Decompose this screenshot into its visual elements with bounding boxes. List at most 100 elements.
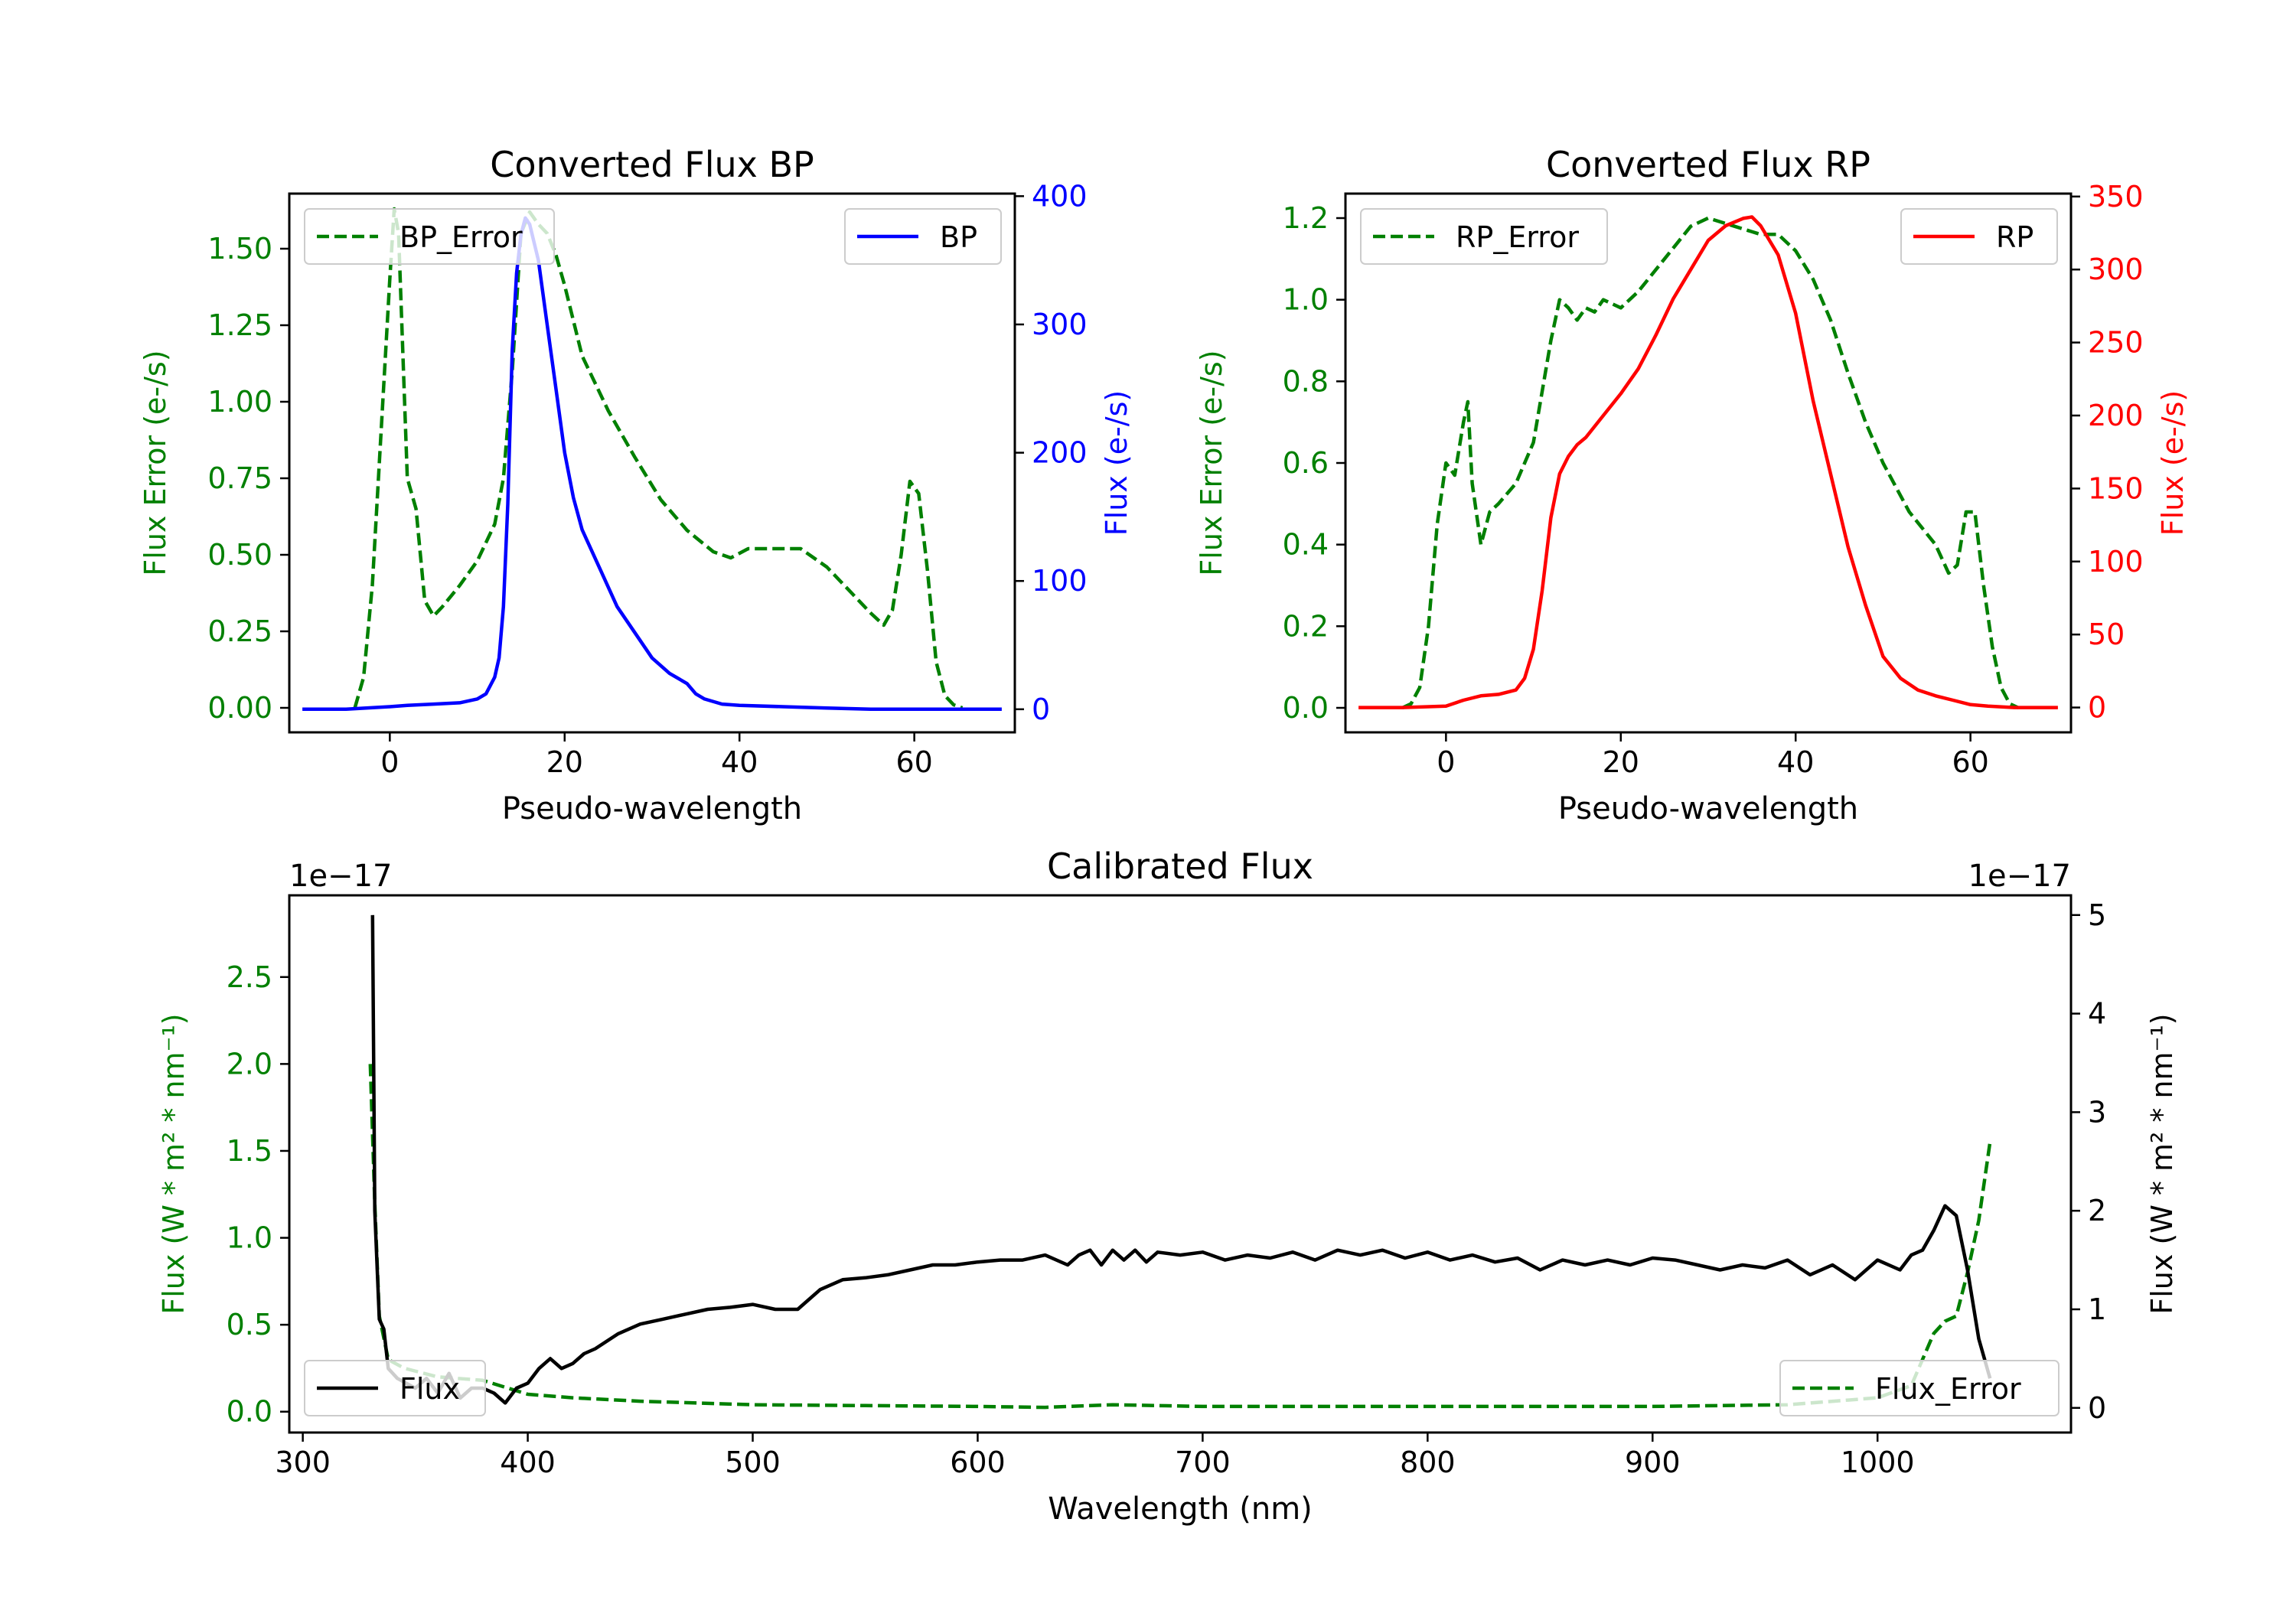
chart-1: 0 20 40 60 0.00 0.25 0.50 0.75 1.00 1.25 1.50 0 100 2…	[139, 144, 1133, 826]
x-tick-label: 60	[895, 745, 932, 779]
y-right-axis-label: Flux (e-/s)	[1100, 390, 1133, 536]
x-tick-label: 0	[1437, 745, 1455, 779]
y-right-tick-label: 200	[1032, 436, 1088, 470]
y-left-tick-label: 0.0	[227, 1395, 272, 1429]
y-left-tick-label: 1.5	[227, 1134, 272, 1168]
legend-box	[304, 208, 555, 265]
y-left-tick-label: 1.0	[1283, 283, 1329, 317]
x-tick-label: 700	[1175, 1446, 1231, 1479]
y-left-tick-label: 0.75	[207, 461, 272, 495]
y-left-tick-label: 2.0	[227, 1047, 272, 1081]
y-right-tick-label: 150	[2088, 471, 2144, 505]
y-right-tick-label: 400	[1032, 179, 1088, 213]
y-left-tick-label: 0.6	[1283, 446, 1329, 480]
x-tick-label: 1000	[1841, 1446, 1915, 1479]
y-left-tick-label: 0.5	[227, 1308, 272, 1341]
y-right-tick-label: 100	[2088, 545, 2144, 579]
series-rp-line	[1358, 215, 2058, 709]
y-right-tick-label: 4	[2088, 997, 2106, 1031]
y-left-offset-label: 1e−17	[289, 859, 392, 894]
x-tick-label: 600	[950, 1446, 1006, 1479]
plot-area	[1358, 215, 2058, 710]
x-axis-label: Pseudo-wavelength	[1558, 791, 1858, 826]
legend-label: RP_Error	[1456, 220, 1579, 254]
y-right-tick-label: 50	[2088, 618, 2125, 651]
y-left-axis-label: Flux (W * m² * nm⁻¹)	[157, 1013, 191, 1314]
y-left-tick-label: 0.0	[1283, 691, 1329, 725]
plot-area	[302, 207, 1002, 712]
y-left-tick-label: 0.4	[1283, 528, 1329, 562]
x-tick-label: 0	[380, 745, 399, 779]
x-tick-label: 900	[1625, 1446, 1681, 1479]
y-left-tick-label: 1.2	[1283, 201, 1329, 235]
legend-label: BP_Error	[400, 220, 523, 254]
legend: BP_Error	[304, 208, 555, 265]
y-left-tick-label: 0.00	[207, 691, 272, 725]
legend-box	[1360, 208, 1608, 265]
legend-label: Flux_Error	[1875, 1372, 2021, 1406]
y-right-tick-label: 0	[1032, 693, 1050, 726]
x-tick-label: 800	[1400, 1446, 1456, 1479]
y-left-tick-label: 1.0	[227, 1221, 272, 1255]
chart-title: Converted Flux BP	[490, 144, 814, 185]
y-right-tick-label: 1	[2088, 1292, 2106, 1326]
y-left-tick-label: 0.50	[207, 538, 272, 572]
y-left-axis-label: Flux Error (e-/s)	[139, 350, 172, 575]
series-flux-error-line	[368, 1064, 1992, 1410]
x-axis-label: Pseudo-wavelength	[502, 791, 802, 826]
plot-area	[368, 914, 1992, 1410]
legend: BP	[844, 208, 1002, 265]
legend-box	[1779, 1360, 2060, 1416]
x-axis-label: Wavelength (nm)	[1048, 1491, 1313, 1527]
y-left-tick-label: 1.00	[207, 385, 272, 419]
y-right-axis-label: Flux (W * m² * nm⁻¹)	[2145, 1013, 2179, 1314]
legend-label: BP	[940, 220, 977, 254]
y-left-tick-label: 2.5	[227, 960, 272, 994]
plot-frame	[1344, 192, 2073, 734]
x-tick-label: 40	[721, 745, 758, 779]
series-bp-error-line	[353, 207, 964, 710]
legend-box	[1900, 208, 2058, 265]
x-tick-label: 40	[1777, 745, 1814, 779]
y-right-tick-label: 350	[2088, 180, 2144, 214]
chart-3: 300 400 500 600 700 800 900 1000 0.0 0.5 1.0 1.5 2.0…	[157, 846, 2179, 1527]
y-left-tick-label: 1.25	[207, 308, 272, 342]
legend: RP	[1900, 208, 2058, 265]
y-left-tick-label: 0.25	[207, 614, 272, 648]
y-right-tick-label: 300	[2088, 253, 2144, 286]
y-left-tick-label: 1.50	[207, 232, 272, 266]
y-left-tick-label: 0.2	[1283, 609, 1329, 643]
y-right-tick-label: 3	[2088, 1095, 2106, 1129]
y-left-tick-label: 0.8	[1283, 364, 1329, 398]
y-right-tick-label: 200	[2088, 399, 2144, 432]
legend-box	[844, 208, 1002, 265]
y-right-tick-label: 100	[1032, 564, 1088, 598]
chart-2: 0 20 40 60 0.0 0.2 0.4 0.6 0.8 1.0 1.2 0 50 100 150 200…	[1195, 144, 2190, 826]
legend-label: RP	[1996, 220, 2033, 254]
x-tick-label: 20	[1603, 745, 1639, 779]
y-right-tick-label: 250	[2088, 326, 2144, 360]
legend-label: Flux	[400, 1372, 460, 1406]
y-left-axis-label: Flux Error (e-/s)	[1195, 350, 1228, 575]
y-right-tick-label: 300	[1032, 308, 1088, 341]
series-flux-line	[370, 914, 1992, 1405]
legend-box	[304, 1360, 486, 1416]
x-tick-label: 500	[725, 1446, 781, 1479]
chart-title: Calibrated Flux	[1047, 846, 1313, 887]
y-right-tick-label: 0	[2088, 1391, 2106, 1425]
legend: Flux	[304, 1360, 486, 1416]
series-rp-error-line	[1401, 216, 2020, 710]
x-tick-label: 60	[1952, 745, 1988, 779]
plot-frame	[288, 192, 1016, 734]
chart-title: Converted Flux RP	[1546, 144, 1870, 185]
plot-frame	[288, 894, 2073, 1434]
y-right-tick-label: 5	[2088, 898, 2106, 932]
x-tick-label: 400	[500, 1446, 556, 1479]
x-tick-label: 20	[546, 745, 583, 779]
y-right-axis-label: Flux (e-/s)	[2156, 390, 2190, 536]
y-right-offset-label: 1e−17	[1968, 859, 2071, 894]
y-right-tick-label: 2	[2088, 1194, 2106, 1227]
series-bp-line	[302, 216, 1002, 712]
legend: Flux_Error	[1779, 1360, 2060, 1416]
